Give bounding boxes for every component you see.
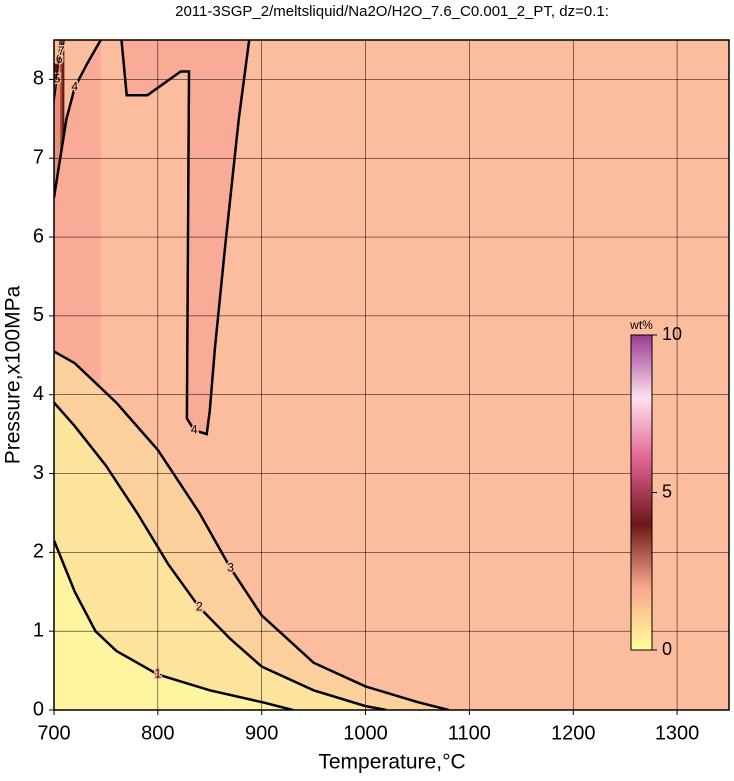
x-axis-label: Temperature,°C (318, 751, 465, 774)
contour-line (54, 40, 102, 198)
x-tick-label: 800 (141, 722, 174, 744)
x-tick-label: 1100 (448, 722, 491, 744)
colorbar-title: wt% (629, 318, 653, 332)
chart-title: 2011-3SGP_2/meltsliquid/Na2O/H2O_7.6_C0.… (175, 3, 609, 20)
contour-label: 4 (71, 79, 78, 93)
y-axis-label: Pressure,x100MPa (2, 285, 25, 464)
contour-fill (54, 540, 293, 710)
colorbar-tick-label: 10 (662, 324, 682, 344)
contour-line (54, 401, 387, 710)
y-tick-label: 6 (33, 225, 44, 247)
x-tick-label: 700 (37, 722, 70, 744)
y-tick-label: 1 (33, 619, 44, 641)
contour-fill (121, 40, 250, 435)
y-tick-label: 4 (33, 383, 44, 405)
contour-line (57, 40, 65, 64)
x-tick-label: 1000 (343, 722, 388, 744)
x-tick-label: 1200 (551, 722, 596, 744)
x-tick-label: 1300 (655, 722, 700, 744)
contour-fill (54, 402, 387, 710)
colorbar (630, 334, 653, 651)
contour-line (54, 350, 449, 710)
y-tick-label: 8 (33, 68, 44, 90)
contour-line (120, 40, 251, 436)
y-tick-label: 7 (33, 147, 44, 169)
contour-label: 3 (227, 560, 234, 574)
colorbar-tick-label: 0 (662, 639, 672, 659)
contour-label: 5 (54, 72, 61, 86)
x-tick-label: 900 (245, 722, 278, 744)
colorbar-tick-label: 5 (662, 481, 672, 501)
contour-label: 7 (58, 44, 65, 58)
contour-label: 4 (191, 422, 198, 436)
y-tick-label: 5 (33, 304, 44, 326)
contour-line (54, 540, 294, 710)
y-tick-label: 3 (33, 462, 44, 484)
y-tick-label: 0 (33, 698, 44, 720)
contour-label: 2 (196, 600, 203, 614)
y-tick-label: 2 (33, 541, 44, 563)
plot-frame (53, 39, 730, 711)
